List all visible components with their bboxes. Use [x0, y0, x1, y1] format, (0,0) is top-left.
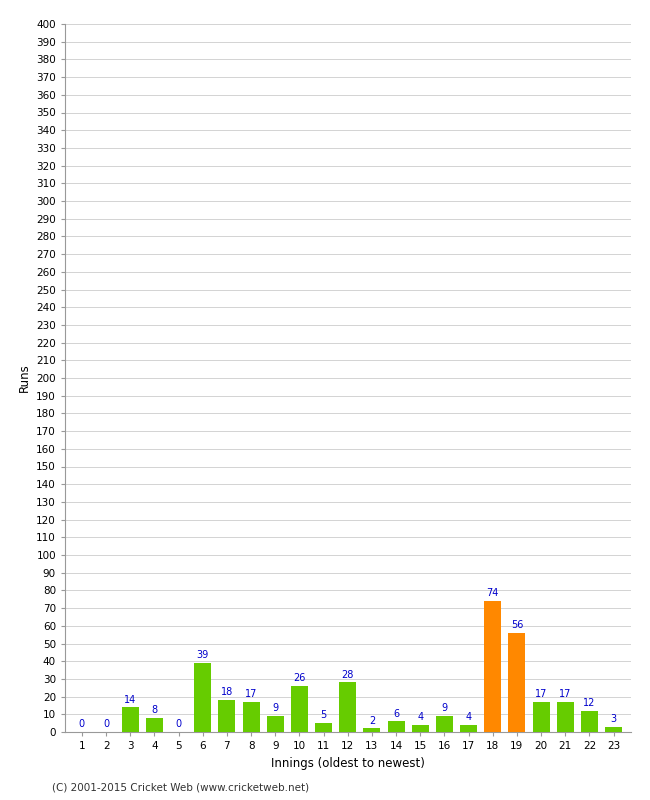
Text: 4: 4 [417, 712, 423, 722]
Bar [194, 663, 211, 732]
Text: 14: 14 [124, 694, 136, 705]
Bar [363, 729, 380, 732]
Y-axis label: Runs: Runs [18, 364, 31, 392]
Bar [412, 725, 429, 732]
Text: 9: 9 [441, 703, 447, 714]
Text: (C) 2001-2015 Cricket Web (www.cricketweb.net): (C) 2001-2015 Cricket Web (www.cricketwe… [52, 782, 309, 792]
Text: 0: 0 [79, 719, 85, 730]
Bar [532, 702, 549, 732]
Bar [242, 702, 259, 732]
Text: 74: 74 [487, 588, 499, 598]
Bar [218, 700, 235, 732]
Text: 17: 17 [559, 690, 571, 699]
Text: 2: 2 [369, 716, 375, 726]
Bar [484, 601, 501, 732]
Text: 56: 56 [511, 620, 523, 630]
Bar [291, 686, 308, 732]
Bar [581, 710, 598, 732]
Text: 5: 5 [320, 710, 327, 721]
Text: 9: 9 [272, 703, 278, 714]
Bar [315, 723, 332, 732]
Text: 0: 0 [176, 719, 181, 730]
Bar [146, 718, 163, 732]
Text: 17: 17 [245, 690, 257, 699]
Bar [339, 682, 356, 732]
Bar [436, 716, 453, 732]
Text: 39: 39 [196, 650, 209, 660]
Text: 17: 17 [535, 690, 547, 699]
Bar [557, 702, 574, 732]
Text: 0: 0 [103, 719, 109, 730]
Bar [508, 633, 525, 732]
Bar [122, 707, 138, 732]
Bar [605, 726, 622, 732]
Text: 28: 28 [341, 670, 354, 680]
Text: 26: 26 [293, 674, 306, 683]
Text: 6: 6 [393, 709, 399, 718]
X-axis label: Innings (oldest to newest): Innings (oldest to newest) [271, 757, 424, 770]
Text: 18: 18 [221, 687, 233, 698]
Bar [387, 722, 404, 732]
Text: 8: 8 [151, 705, 157, 715]
Bar [266, 716, 283, 732]
Text: 4: 4 [465, 712, 472, 722]
Bar [460, 725, 477, 732]
Text: 12: 12 [583, 698, 595, 708]
Text: 3: 3 [610, 714, 617, 724]
